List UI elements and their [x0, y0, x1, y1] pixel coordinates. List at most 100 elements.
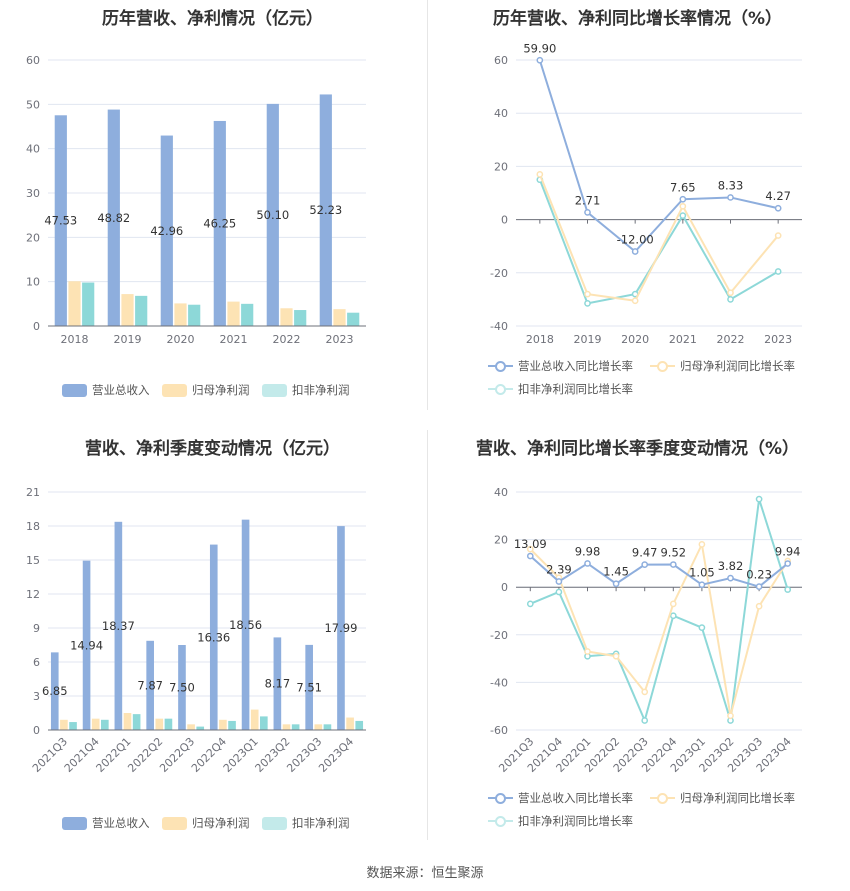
y-tick-label: 20	[494, 160, 508, 173]
data-label: 7.87	[137, 678, 163, 692]
legend-label: 营业总收入同比增长率	[518, 791, 633, 805]
legend-item-deducted-profit[interactable]: 扣非净利润	[262, 815, 350, 831]
data-label: 59.90	[523, 41, 556, 55]
point-revenue-growth	[669, 561, 677, 568]
point-revenue-growth	[698, 581, 706, 589]
bar-deducted-profit	[355, 720, 364, 730]
data-label: 18.56	[229, 618, 262, 632]
y-tick-label: 30	[26, 187, 40, 200]
bar-revenue	[273, 637, 282, 730]
legend-item-net-growth[interactable]: 归母净利润同比增长率	[650, 790, 795, 806]
bar-deducted-profit	[164, 718, 173, 730]
legend-swatch	[62, 816, 87, 830]
bar-revenue	[146, 640, 154, 730]
y-tick-label: 40	[26, 143, 40, 156]
annual-growth-panel: 历年营收、净利同比增长率情况（%） -40 -20 0 20 40 60 2018 2019 2…	[425, 0, 850, 410]
data-label: 42.96	[150, 224, 183, 238]
chart-title: 历年营收、净利同比增长率情况（%）	[492, 9, 783, 29]
x-tick-label: 2022	[717, 333, 745, 346]
data-label: 9.98	[575, 544, 601, 558]
data-label: 14.94	[70, 638, 103, 652]
data-label: 8.17	[265, 677, 291, 691]
point-deducted-growth	[727, 296, 734, 303]
legend-swatch	[488, 814, 513, 828]
point-revenue-growth	[679, 195, 687, 203]
legend-label: 归母净利润同比增长率	[680, 359, 795, 373]
point-revenue-growth	[727, 574, 734, 582]
legend-label: 扣非净利润	[292, 816, 350, 830]
bar-revenue	[213, 120, 226, 326]
column-divider	[427, 430, 428, 840]
legend-item-revenue[interactable]: 营业总收入	[62, 382, 150, 398]
legend-item-deducted-profit[interactable]: 扣非净利润	[262, 382, 350, 398]
legend-item-net-profit[interactable]: 归母净利润	[162, 815, 250, 831]
point-net-growth	[698, 541, 706, 548]
point-net-growth	[584, 648, 591, 655]
data-label: 13.09	[514, 537, 547, 551]
data-label: 52.23	[309, 203, 342, 217]
point-revenue-growth	[526, 552, 534, 560]
bar-net-profit	[282, 724, 291, 730]
legend-item-revenue[interactable]: 营业总收入	[62, 815, 150, 831]
bar-net-profit	[314, 724, 323, 730]
bar-net-profit	[227, 301, 240, 326]
data-label: 1.05	[689, 566, 715, 580]
y-tick-label: 60	[494, 54, 508, 67]
data-source-note: 数据来源：恒生聚源	[366, 866, 484, 881]
y-tick-label: 18	[26, 520, 40, 533]
x-tick-label: 2018	[61, 333, 89, 346]
bar-net-profit	[174, 303, 187, 326]
quarterly-revenue-profit-panel: 营收、净利季度变动情况（亿元） 0 3 6 9 12 15 18 21 2021Q3 2021Q4…	[0, 430, 425, 850]
point-net-growth	[669, 600, 677, 608]
y-tick-label: -20	[490, 267, 508, 280]
y-tick-label: 21	[26, 486, 40, 499]
x-tick-label: 2019	[574, 333, 602, 346]
y-tick-label: 20	[26, 231, 40, 244]
point-deducted-growth	[784, 586, 792, 593]
legend-swatch	[650, 791, 675, 805]
bar-deducted-profit	[69, 722, 77, 730]
legend-item-deducted-growth[interactable]: 扣非净利润同比增长率	[488, 813, 633, 829]
point-revenue-growth	[641, 561, 649, 569]
y-tick-label: 0	[501, 214, 508, 227]
legend-item-deducted-growth[interactable]: 扣非净利润同比增长率	[488, 381, 633, 397]
data-label: 8.33	[718, 178, 744, 192]
data-label: 7.51	[296, 680, 322, 694]
point-net-growth	[727, 289, 734, 297]
bar-deducted-profit	[82, 282, 95, 326]
legend-item-revenue-growth[interactable]: 营业总收入同比增长率	[488, 358, 633, 374]
data-label: 2.39	[546, 563, 572, 577]
bar-revenue	[178, 645, 186, 730]
point-revenue-growth	[612, 580, 620, 588]
chart-title: 营收、净利同比增长率季度变动情况（%）	[475, 439, 800, 459]
data-label: 9.94	[775, 545, 801, 559]
legend-swatch	[488, 382, 513, 396]
point-deducted-growth	[669, 612, 677, 620]
bar-deducted-profit	[228, 720, 236, 730]
point-deducted-growth	[755, 495, 763, 503]
data-label: 47.53	[44, 214, 77, 228]
legend-swatch	[162, 383, 187, 397]
legend-swatch	[62, 383, 87, 397]
point-deducted-growth	[526, 600, 534, 608]
point-net-growth	[755, 602, 763, 610]
legend-item-net-profit[interactable]: 归母净利润	[162, 382, 250, 398]
legend-item-net-growth[interactable]: 归母净利润同比增长率	[650, 358, 795, 374]
line-revenue-growth	[529, 555, 789, 588]
data-label: 2.71	[575, 193, 601, 207]
chart-legend: 营业总收入 归母净利润 扣非净利润	[0, 382, 425, 402]
legend-label: 扣非净利润同比增长率	[518, 814, 633, 828]
y-tick-label: 3	[33, 690, 40, 703]
legend-swatch	[488, 359, 513, 373]
data-label: 48.82	[97, 211, 130, 225]
point-revenue-growth	[631, 248, 639, 255]
bar-net-profit	[91, 718, 100, 730]
legend-item-revenue-growth[interactable]: 营业总收入同比增长率	[488, 790, 633, 806]
data-label: 46.25	[203, 216, 236, 230]
data-label: 1.45	[603, 565, 629, 579]
point-net-growth	[612, 652, 620, 660]
bar-net-profit	[250, 709, 259, 730]
bar-revenue	[319, 94, 332, 327]
data-label: -12.00	[617, 233, 654, 247]
annual-revenue-profit-panel: 历年营收、净利情况（亿元） 0 10 20 30 40 50 60 2018 2019 2020 2…	[0, 0, 425, 410]
